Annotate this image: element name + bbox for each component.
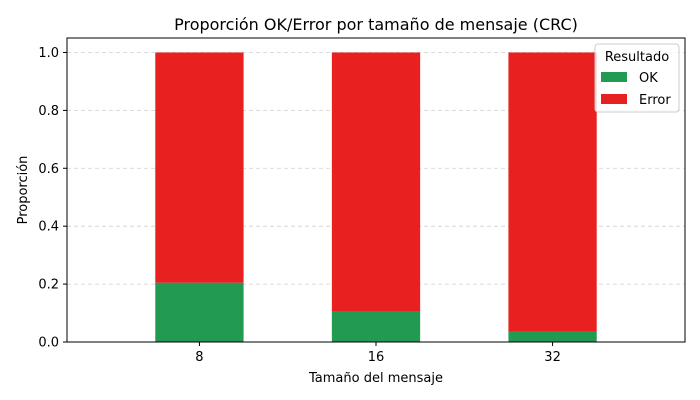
x-tick-label: 16 (368, 350, 385, 365)
y-tick-label: 0.2 (38, 278, 59, 293)
bar-ok-8 (155, 282, 244, 342)
x-tick-label: 8 (195, 350, 203, 365)
legend-label-error: Error (639, 93, 671, 108)
bar-error-16 (331, 52, 421, 312)
legend-swatch-error (601, 94, 627, 104)
bars (155, 52, 597, 342)
y-tick-label: 0.0 (38, 336, 59, 351)
bar-error-8 (155, 52, 244, 283)
y-axis-title: Proporción (16, 156, 31, 225)
chart-title: Proporción OK/Error por tamaño de mensaj… (174, 15, 578, 34)
bar-ok-16 (331, 311, 421, 342)
y-tick-label: 0.8 (38, 104, 59, 119)
legend-swatch-ok (601, 72, 627, 82)
legend-label-ok: OK (639, 71, 658, 86)
y-tick-label: 0.4 (38, 220, 59, 235)
legend: Resultado OK Error (594, 43, 680, 113)
y-tick-label: 0.6 (38, 162, 59, 177)
x-tick-label: 32 (544, 350, 561, 365)
legend-title: Resultado (605, 50, 669, 65)
x-axis: 8 16 32 (195, 342, 561, 365)
y-axis: 0.0 0.2 0.4 0.6 0.8 1.0 (38, 46, 67, 351)
bar-error-32 (508, 52, 597, 332)
x-axis-title: Tamaño del mensaje (308, 371, 443, 386)
bar-ok-32 (508, 331, 597, 342)
y-tick-label: 1.0 (38, 46, 59, 61)
